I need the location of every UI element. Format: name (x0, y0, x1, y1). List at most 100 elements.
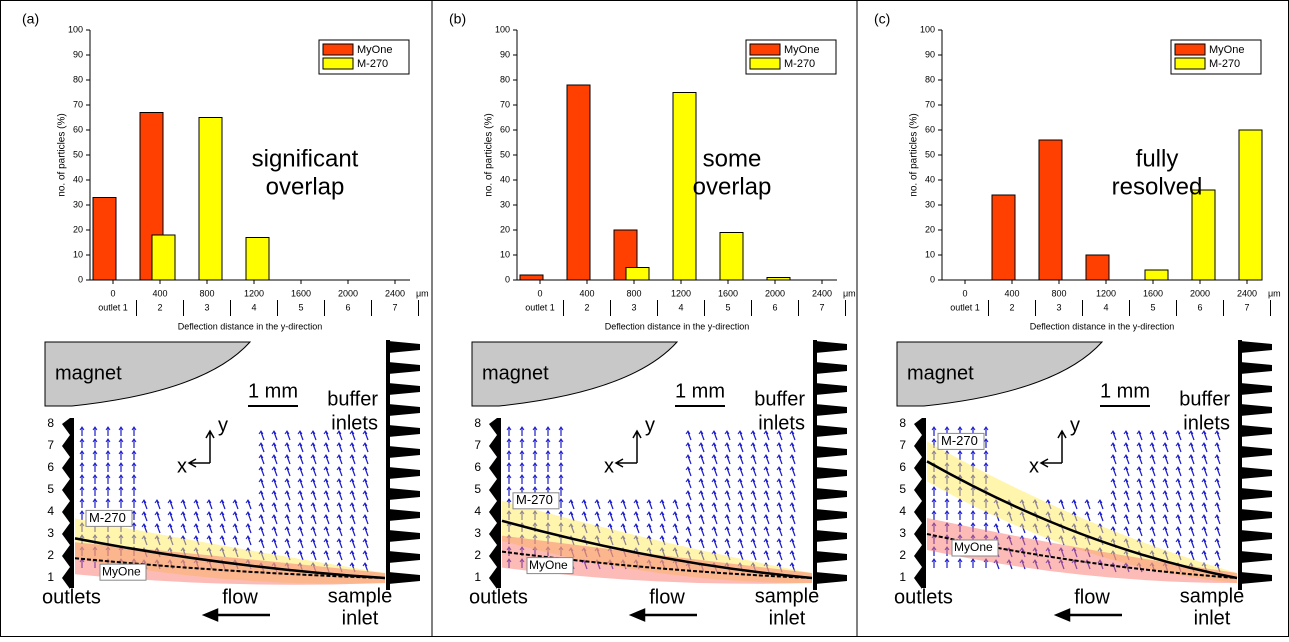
vector-head (349, 550, 355, 555)
vector-head (92, 450, 98, 455)
vector-head (219, 535, 225, 540)
x-tick-label: 1200 (671, 288, 691, 298)
vector-head (105, 474, 111, 479)
vector-head (219, 511, 225, 516)
vector-head (620, 523, 626, 528)
vector-head (362, 538, 368, 543)
vector-head (1136, 454, 1142, 459)
panel-label: (a) (22, 11, 39, 27)
vector-head (1188, 466, 1194, 471)
vector-head (506, 426, 512, 431)
vector-head (92, 498, 98, 503)
vector (687, 431, 692, 441)
vector (995, 524, 1000, 534)
vector-head (336, 442, 342, 447)
vector-head (131, 462, 137, 467)
vector (687, 503, 692, 513)
lower-label: MyOne (102, 564, 141, 578)
y-tick-label: 40 (73, 174, 83, 184)
vector-head (297, 502, 303, 507)
vector-head (206, 535, 212, 540)
vector (635, 500, 640, 510)
vector (325, 527, 330, 537)
vector (325, 479, 330, 489)
vector (791, 431, 796, 441)
vector (687, 527, 692, 537)
vector (1112, 479, 1117, 489)
vector-head (349, 562, 355, 567)
vector-head (750, 442, 756, 447)
vector-head (737, 454, 743, 459)
vector-head (310, 454, 316, 459)
outlet-label: 2 (157, 302, 162, 312)
outlet-number: 5 (899, 482, 906, 496)
vector-head (957, 510, 963, 515)
vector-head (141, 511, 147, 516)
vector-head (506, 474, 512, 479)
vector (182, 512, 187, 522)
vector-head (105, 462, 111, 467)
vector (1151, 515, 1156, 525)
vector (1203, 539, 1208, 549)
x-tick-label: 1200 (1096, 288, 1116, 298)
vector-head (271, 514, 277, 519)
vector (1216, 551, 1221, 561)
vector (260, 527, 265, 537)
vector-head (545, 462, 551, 467)
vector-head (271, 454, 277, 459)
outlet-label: 3 (631, 302, 636, 312)
vector (765, 551, 770, 561)
vector-head (568, 511, 574, 516)
y-tick-label: 20 (500, 224, 510, 234)
vector (791, 443, 796, 453)
vector-head (776, 442, 782, 447)
vector-head (672, 523, 678, 528)
scale-label: 1 mm (1100, 380, 1150, 402)
outlet-number: 7 (899, 438, 906, 452)
y-tick-label: 10 (925, 249, 935, 259)
vector-head (1136, 466, 1142, 471)
vector-head (1162, 490, 1168, 495)
vector (182, 524, 187, 534)
y-tick-label: 70 (73, 99, 83, 109)
vector (299, 515, 304, 525)
sample-label: inlet (1194, 607, 1231, 629)
inlet (815, 530, 847, 542)
x-axis-label: Deflection distance in the y-direction (605, 321, 750, 331)
y-axis-name: y (218, 414, 228, 436)
vector-head (193, 535, 199, 540)
vector (1203, 515, 1208, 525)
inlet (388, 467, 420, 479)
vector (1216, 431, 1221, 441)
vector-head (154, 499, 160, 504)
vector-head (789, 526, 795, 531)
vector (1203, 431, 1208, 441)
trajectory (926, 533, 1238, 579)
vector-head (1136, 430, 1142, 435)
vector (299, 551, 304, 561)
vector-head (118, 450, 124, 455)
y-tick-label: 20 (925, 224, 935, 234)
vector (778, 479, 783, 489)
vector (778, 455, 783, 465)
vector (713, 527, 718, 537)
vector (312, 503, 317, 513)
vector (1138, 491, 1143, 501)
outlet-label: outlet 1 (525, 302, 555, 312)
vector (765, 515, 770, 525)
vector-head (1149, 502, 1155, 507)
vector-head (1201, 526, 1207, 531)
vector-head (92, 486, 98, 491)
vector-head (698, 526, 704, 531)
vector-head (789, 454, 795, 459)
vector (739, 527, 744, 537)
vector (791, 527, 796, 537)
outlet-number: 4 (899, 504, 906, 518)
vector (713, 515, 718, 525)
vector (726, 491, 731, 501)
vector (1151, 443, 1156, 453)
flow-arrow (201, 608, 270, 622)
inlet (388, 530, 420, 542)
vector (648, 500, 653, 510)
vector (1216, 539, 1221, 549)
